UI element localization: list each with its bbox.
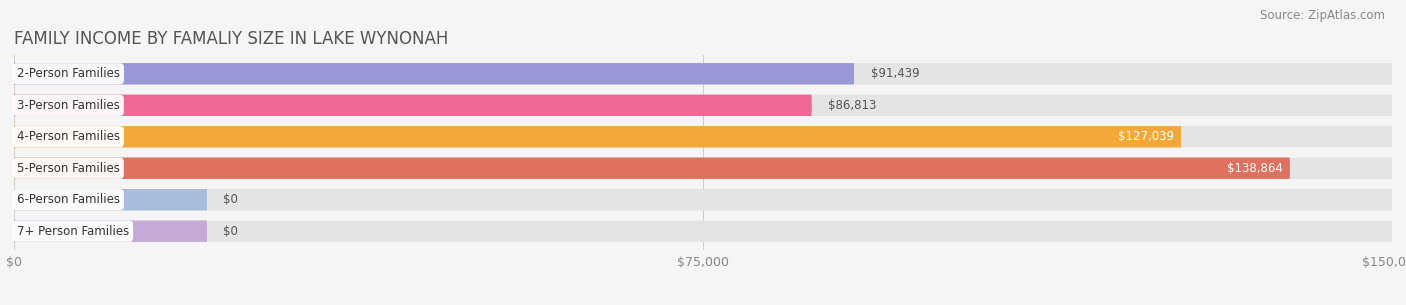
FancyBboxPatch shape xyxy=(14,221,1392,242)
FancyBboxPatch shape xyxy=(1077,129,1181,145)
Text: $86,813: $86,813 xyxy=(828,99,876,112)
FancyBboxPatch shape xyxy=(14,221,207,242)
Text: 5-Person Families: 5-Person Families xyxy=(17,162,120,175)
Text: $127,039: $127,039 xyxy=(1118,130,1174,143)
Text: $0: $0 xyxy=(224,225,239,238)
Text: 3-Person Families: 3-Person Families xyxy=(17,99,120,112)
FancyBboxPatch shape xyxy=(14,189,1392,210)
FancyBboxPatch shape xyxy=(751,66,853,82)
Text: $0: $0 xyxy=(224,193,239,206)
Text: 4-Person Families: 4-Person Families xyxy=(17,130,120,143)
Text: FAMILY INCOME BY FAMALIY SIZE IN LAKE WYNONAH: FAMILY INCOME BY FAMALIY SIZE IN LAKE WY… xyxy=(14,30,449,48)
Text: $138,864: $138,864 xyxy=(1227,162,1282,175)
Text: 7+ Person Families: 7+ Person Families xyxy=(17,225,129,238)
Text: Source: ZipAtlas.com: Source: ZipAtlas.com xyxy=(1260,9,1385,22)
FancyBboxPatch shape xyxy=(14,63,853,84)
Text: 2-Person Families: 2-Person Families xyxy=(17,67,120,80)
FancyBboxPatch shape xyxy=(14,158,1289,179)
FancyBboxPatch shape xyxy=(14,126,1181,147)
FancyBboxPatch shape xyxy=(14,158,1392,179)
FancyBboxPatch shape xyxy=(14,95,1392,116)
FancyBboxPatch shape xyxy=(709,97,811,113)
FancyBboxPatch shape xyxy=(14,126,1392,147)
FancyBboxPatch shape xyxy=(1187,160,1289,176)
FancyBboxPatch shape xyxy=(14,95,811,116)
Text: $91,439: $91,439 xyxy=(870,67,920,80)
FancyBboxPatch shape xyxy=(14,63,1392,84)
FancyBboxPatch shape xyxy=(14,189,207,210)
Text: 6-Person Families: 6-Person Families xyxy=(17,193,120,206)
